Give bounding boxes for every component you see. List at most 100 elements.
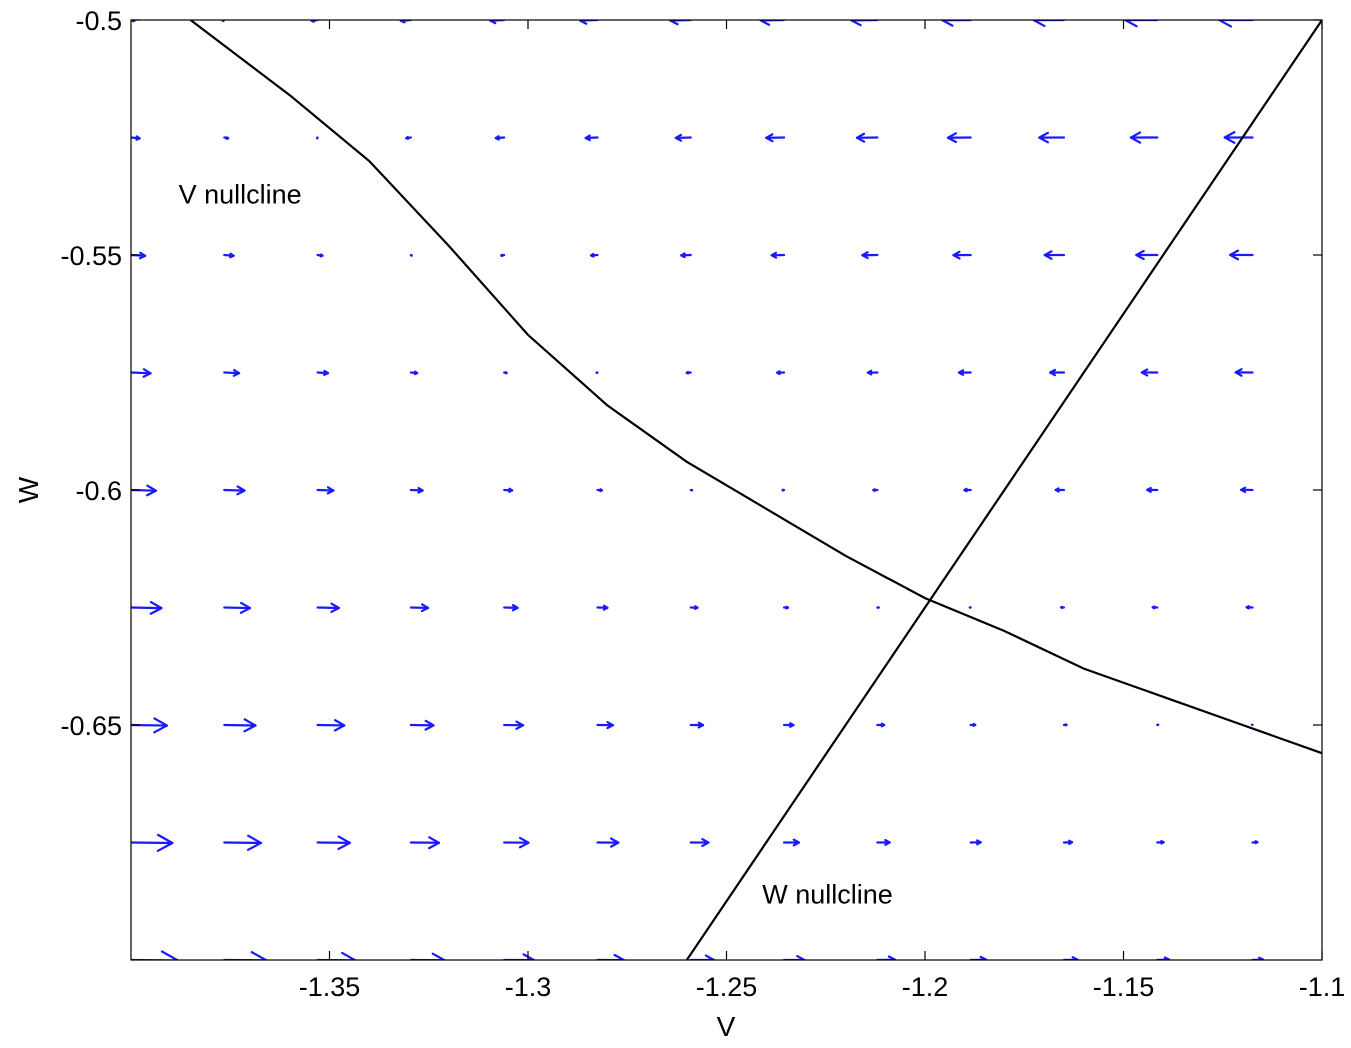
vector-arrow	[316, 253, 324, 258]
vector-arrow	[1054, 487, 1066, 493]
v-nullcline-label: V nullcline	[179, 179, 302, 209]
vector-arrow	[316, 719, 346, 732]
vector-arrow	[781, 488, 786, 492]
vector-arrow	[1062, 723, 1068, 727]
vector-arrow	[1135, 249, 1159, 261]
vector-arrow	[409, 370, 419, 376]
vector-arrow	[223, 601, 252, 614]
vector-arrow	[223, 368, 241, 377]
vector-arrow	[1234, 368, 1254, 377]
vector-arrow	[584, 134, 599, 142]
vector-arrow	[872, 488, 879, 492]
x-tick-label: -1.3	[505, 972, 552, 1002]
vector-arrow	[969, 722, 977, 727]
vector-arrow	[131, 833, 174, 852]
vector-arrow	[316, 602, 341, 614]
vector-arrow	[969, 839, 982, 846]
vector-arrow	[1140, 368, 1159, 377]
vector-arrow	[503, 604, 519, 612]
x-tick-label: -1.25	[696, 972, 758, 1002]
x-axis-label: V	[717, 1011, 736, 1042]
vector-arrow	[316, 486, 335, 495]
vector-arrow	[596, 488, 604, 493]
vector-arrow	[689, 605, 699, 611]
vector-arrow	[952, 250, 972, 260]
vector-arrow	[876, 606, 880, 609]
vector-arrow	[1146, 486, 1159, 493]
vector-arrow	[409, 486, 424, 494]
vector-arrow	[765, 133, 786, 143]
vector-arrow	[1223, 131, 1254, 144]
w-nullcline-curve	[685, 20, 1322, 960]
vector-arrow	[689, 721, 705, 729]
y-axis-label: W	[13, 476, 44, 503]
vector-arrow	[770, 251, 786, 259]
vector-arrow	[1060, 605, 1066, 610]
vector-arrow	[1156, 839, 1165, 845]
vector-arrow	[409, 952, 446, 960]
vector-arrow	[1229, 249, 1254, 261]
vector-arrow	[876, 722, 886, 728]
vector-arrow	[596, 953, 625, 960]
vector-arrow	[223, 485, 246, 496]
vector-arrow	[689, 488, 694, 492]
vector-arrow	[1245, 605, 1254, 610]
vector-arrow	[503, 487, 514, 493]
vector-arrow	[494, 135, 506, 141]
vector-arrow	[1038, 131, 1066, 144]
vector-arrow	[503, 371, 508, 375]
vector-arrow	[223, 252, 235, 259]
vector-arrow	[861, 251, 879, 260]
y-tick-label: -0.55	[60, 241, 122, 271]
y-tick-label: -0.65	[60, 711, 122, 741]
vector-arrow	[131, 135, 141, 141]
vector-field	[131, 20, 1265, 960]
vector-arrow	[596, 837, 620, 848]
nullclines	[189, 20, 1322, 960]
vector-arrow	[685, 370, 692, 375]
vector-arrow	[503, 953, 536, 960]
x-tick-label: -1.2	[902, 972, 949, 1002]
vector-arrow	[409, 836, 441, 850]
plot-frame	[130, 19, 1323, 961]
axis-ticks: -1.35 -1.3 -1.25 -1.2 -1.15 -1.1 -0.5 -0.55 -0.6…	[60, 6, 1345, 1002]
vector-arrow	[946, 132, 972, 144]
vector-arrow	[315, 136, 319, 140]
vector-arrow	[131, 368, 152, 378]
vector-arrow	[131, 950, 179, 960]
vector-arrow	[316, 369, 330, 377]
x-tick-label: -1.35	[299, 972, 361, 1002]
vector-arrow	[405, 135, 412, 140]
vector-arrow	[782, 605, 790, 610]
w-nullcline-label: W nullcline	[762, 880, 893, 910]
vector-arrow	[223, 136, 230, 140]
vector-arrow	[409, 603, 430, 613]
vector-arrow	[876, 838, 891, 846]
vector-arrow	[957, 369, 972, 376]
vector-arrow	[409, 253, 413, 257]
x-tick-label: -1.1	[1299, 972, 1346, 1002]
vector-arrow	[223, 951, 268, 960]
vector-arrow	[596, 604, 609, 611]
x-tick-label: -1.15	[1093, 972, 1155, 1002]
vector-arrow	[1240, 486, 1254, 494]
vector-arrow	[855, 132, 879, 143]
vector-arrow	[1151, 605, 1159, 610]
v-nullcline-curve	[189, 20, 1322, 755]
vector-arrow	[500, 253, 506, 258]
vector-arrow	[689, 838, 710, 848]
vector-arrow	[223, 834, 263, 851]
vector-arrow	[223, 718, 257, 733]
vector-arrow	[1129, 131, 1159, 144]
vector-arrow	[1043, 250, 1066, 260]
vector-arrow	[674, 133, 692, 142]
vector-arrow	[589, 252, 599, 258]
vector-arrow	[1251, 840, 1259, 845]
vector-arrow	[776, 370, 786, 376]
vector-arrow	[131, 600, 163, 615]
vector-arrow	[503, 836, 530, 849]
vector-arrow	[316, 835, 351, 851]
vector-arrow	[1049, 368, 1066, 377]
y-tick-label: -0.5	[75, 6, 122, 36]
